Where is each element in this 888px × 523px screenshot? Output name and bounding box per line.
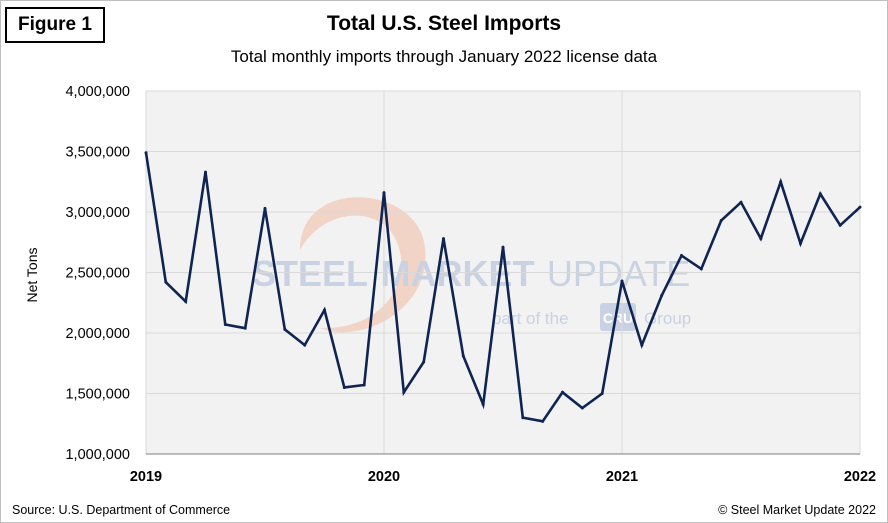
data-point — [342, 385, 346, 389]
data-point — [818, 192, 822, 196]
data-point — [838, 223, 842, 227]
x-axis-ticks: 2019 2020 2021 2022 — [130, 469, 876, 485]
data-point — [541, 419, 545, 423]
y-tick-label: 3,500,000 — [65, 145, 130, 161]
watermark-brand-light: UPDATE — [547, 253, 690, 294]
watermark-logo-text: CRU — [603, 310, 633, 326]
data-point — [481, 402, 485, 406]
data-point — [759, 237, 763, 241]
data-point — [243, 326, 247, 330]
x-tick-label: 2022 — [844, 469, 876, 485]
data-point — [620, 279, 624, 283]
data-point — [660, 293, 664, 297]
watermark-brand-bold: STEEL — [252, 253, 368, 294]
watermark-tagline-post: Group — [644, 309, 691, 328]
data-point — [263, 206, 267, 210]
data-point — [164, 280, 168, 284]
y-axis-ticks: 1,000,000 1,500,000 2,000,000 2,500,000 3,00… — [65, 84, 130, 463]
source-note: Source: U.S. Department of Commerce — [12, 503, 231, 517]
data-point — [680, 254, 683, 258]
data-point — [362, 383, 366, 387]
x-tick-label: 2019 — [130, 469, 162, 485]
data-point — [699, 267, 703, 271]
data-point — [184, 300, 188, 304]
figure-label: Figure 1 — [5, 7, 105, 43]
data-point — [144, 151, 148, 155]
data-point — [739, 200, 743, 204]
y-tick-label: 2,000,000 — [65, 326, 130, 342]
data-point — [580, 406, 584, 410]
data-point — [501, 245, 505, 249]
data-point — [323, 308, 326, 312]
data-point — [422, 360, 426, 364]
data-point — [461, 354, 465, 358]
watermark-brand-mid: MARKET — [380, 253, 534, 294]
chart-subtitle: Total monthly imports through January 20… — [230, 47, 658, 66]
y-tick-label: 3,000,000 — [65, 205, 130, 221]
data-point — [521, 416, 525, 420]
y-tick-label: 4,000,000 — [65, 84, 130, 100]
data-point — [382, 191, 386, 195]
y-axis-label: Net Tons — [24, 247, 40, 303]
data-point — [719, 218, 723, 222]
y-tick-label: 1,500,000 — [65, 387, 130, 403]
data-point — [561, 390, 564, 394]
data-point — [223, 323, 227, 327]
data-point — [283, 327, 287, 331]
data-point — [600, 392, 604, 395]
data-point — [204, 170, 207, 174]
data-point — [799, 241, 802, 245]
y-tick-label: 2,500,000 — [65, 266, 130, 282]
data-point — [858, 205, 862, 209]
copyright-note: © Steel Market Update 2022 — [718, 503, 876, 517]
chart-title: Total U.S. Steel Imports — [326, 12, 562, 35]
data-point — [640, 343, 644, 347]
x-tick-label: 2020 — [368, 469, 400, 485]
y-tick-label: 1,000,000 — [65, 447, 130, 463]
data-point — [402, 390, 406, 394]
data-points — [144, 151, 862, 423]
watermark-logo-box — [600, 303, 636, 331]
data-point — [442, 237, 445, 241]
data-point — [779, 180, 783, 184]
x-tick-label: 2021 — [606, 469, 638, 485]
data-point — [303, 343, 307, 347]
watermark-tagline-pre: part of the — [492, 309, 569, 328]
watermark-tagline: part of the — [492, 309, 569, 328]
